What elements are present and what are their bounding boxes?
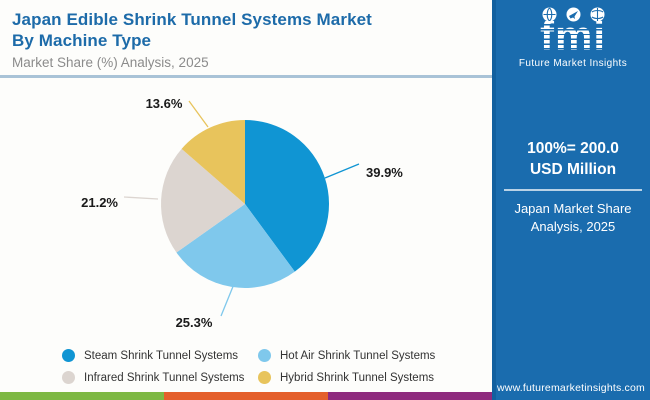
- pie-leader-line-0: [324, 163, 360, 179]
- sidebar: fmi Future Market Insights 100%= 200.0 U…: [492, 0, 650, 400]
- footer-bar-purple: [328, 392, 492, 400]
- legend-item-1: Hot Air Shrink Tunnel Systems: [258, 348, 472, 363]
- pie-value-label-0: 39.9%: [366, 165, 403, 180]
- plane-icon: [566, 7, 580, 22]
- header-divider: [0, 75, 492, 78]
- pie-slice-1: [176, 204, 295, 289]
- header: Japan Edible Shrink Tunnel Systems Marke…: [0, 0, 492, 76]
- footer-color-bar: [0, 392, 492, 400]
- fmi-logo: fmi Future Market Insights: [508, 7, 638, 69]
- globe-icon: [590, 7, 604, 22]
- pie-leader-line-3: [188, 100, 209, 128]
- legend-item-0: Steam Shrink Tunnel Systems: [62, 348, 258, 363]
- legend-item-2: Infrared Shrink Tunnel Systems: [62, 370, 258, 385]
- legend-label-1: Hot Air Shrink Tunnel Systems: [280, 349, 436, 362]
- legend-dot-icon: [258, 371, 271, 384]
- pie-value-label-3: 13.6%: [146, 96, 183, 111]
- legend-label-3: Hybrid Shrink Tunnel Systems: [280, 371, 435, 384]
- pie-chart: 39.9% 25.3% 21.2% 13.6%: [81, 96, 403, 330]
- logo-caption: Future Market Insights: [518, 58, 628, 69]
- logo-text: fmi: [540, 12, 606, 59]
- pie-slice-2: [160, 148, 245, 253]
- page-title: Japan Edible Shrink Tunnel Systems Marke…: [12, 9, 492, 51]
- legend: Steam Shrink Tunnel Systems Hot Air Shrin…: [62, 348, 472, 385]
- pie-value-label-2: 21.2%: [81, 195, 118, 210]
- market-share-caption: Japan Market Share Analysis, 2025: [514, 201, 632, 234]
- website-url[interactable]: www.futuremarketinsights.com: [497, 382, 645, 394]
- page-subtitle: Market Share (%) Analysis, 2025: [12, 55, 209, 70]
- page-title-line2: By Machine Type: [12, 31, 152, 50]
- pie-leader-line-2: [123, 196, 159, 200]
- globe-icon: [542, 7, 556, 22]
- logo-globe-icons: [508, 7, 638, 22]
- pie-value-label-1: 25.3%: [176, 315, 213, 330]
- page-title-line1: Japan Edible Shrink Tunnel Systems Marke…: [12, 10, 372, 29]
- legend-item-3: Hybrid Shrink Tunnel Systems: [258, 370, 472, 385]
- pie-leader-line-1: [220, 283, 235, 317]
- legend-label-0: Steam Shrink Tunnel Systems: [84, 349, 239, 362]
- footer-bar-orange: [164, 392, 328, 400]
- legend-dot-icon: [258, 349, 271, 362]
- legend-label-2: Infrared Shrink Tunnel Systems: [84, 371, 245, 384]
- pie-slice-0: [245, 120, 330, 272]
- sidebar-stats: 100%= 200.0 USD Million Japan Market Sha…: [496, 138, 650, 236]
- stat-divider: [504, 189, 642, 191]
- market-total-value: 100%= 200.0 USD Million: [527, 140, 619, 178]
- legend-dot-icon: [62, 349, 75, 362]
- legend-dot-icon: [62, 371, 75, 384]
- footer-bar-green: [0, 392, 164, 400]
- pie-slice-3: [181, 120, 245, 204]
